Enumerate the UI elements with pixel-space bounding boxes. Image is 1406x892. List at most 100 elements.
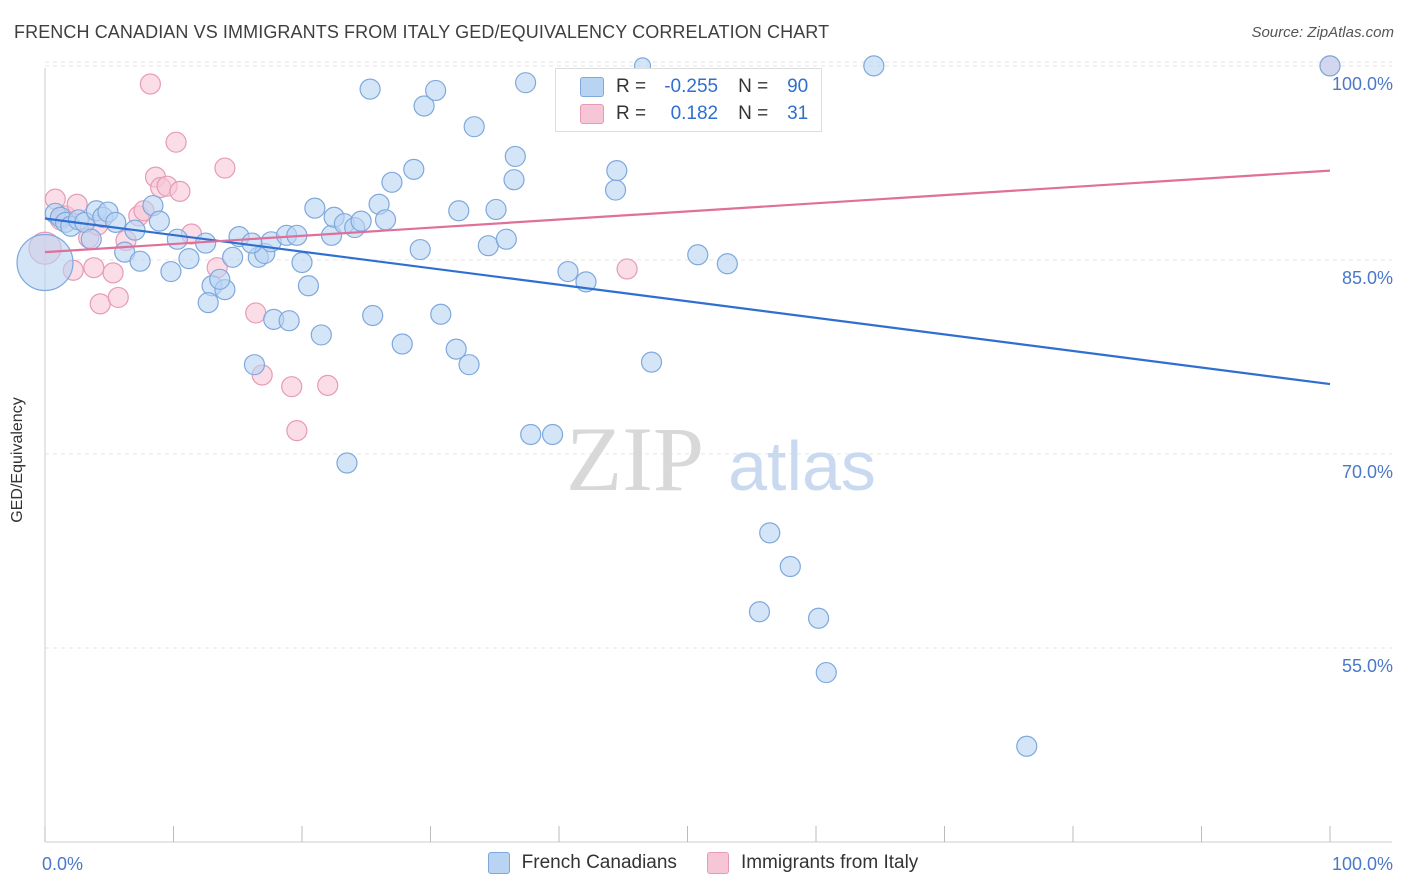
data-point xyxy=(139,73,161,95)
data-point xyxy=(291,251,313,274)
legend-item-french-canadians: French Canadians xyxy=(487,852,677,874)
data-point xyxy=(304,197,326,219)
data-point xyxy=(107,286,129,309)
data-point xyxy=(102,262,124,284)
data-point xyxy=(214,157,236,179)
legend-swatch-blue xyxy=(487,852,510,874)
chart-source: Source: ZipAtlas.com xyxy=(1251,24,1394,41)
data-point xyxy=(815,661,837,684)
data-point xyxy=(286,420,308,442)
legend-label-immigrants-from-italy: Immigrants from Italy xyxy=(740,852,919,873)
legend-n-value: 31 xyxy=(787,103,809,124)
data-point xyxy=(310,324,332,346)
legend-n-value: 90 xyxy=(787,76,809,97)
data-point xyxy=(807,607,830,629)
data-point xyxy=(336,452,358,474)
data-point xyxy=(222,246,244,268)
series-legend: French Canadians Immigrants from Italy xyxy=(0,852,1406,874)
data-point xyxy=(477,235,499,257)
series-french-canadians xyxy=(16,55,1341,757)
legend-row-french-canadians: R = -0.255 N = 90 xyxy=(580,75,808,99)
data-point xyxy=(391,333,413,355)
legend-row-immigrants-from-italy: R = 0.182 N = 31 xyxy=(580,102,808,126)
data-point xyxy=(278,310,300,332)
y-tick-label: 70.0% xyxy=(1342,462,1393,482)
data-point xyxy=(604,179,627,201)
data-point xyxy=(779,555,801,578)
data-point xyxy=(241,232,263,254)
data-point xyxy=(89,293,111,315)
data-point xyxy=(243,354,266,376)
data-point xyxy=(16,233,74,292)
legend-swatch-pink xyxy=(580,104,604,124)
legend-swatch-pink xyxy=(706,852,729,874)
watermark-zip: ZIP xyxy=(566,408,704,510)
data-point xyxy=(445,338,467,360)
data-point xyxy=(616,258,638,280)
data-point xyxy=(281,376,303,398)
data-point xyxy=(160,260,182,283)
data-point xyxy=(178,248,200,270)
data-point xyxy=(716,253,738,275)
legend-r-value: 0.182 xyxy=(670,103,719,124)
data-point xyxy=(514,72,537,94)
legend-n-label: N = xyxy=(738,103,769,124)
x-tick-label: 0.0% xyxy=(42,854,83,874)
data-point xyxy=(83,257,105,279)
legend-swatch-blue xyxy=(580,77,604,97)
data-point xyxy=(425,79,447,102)
legend-n-label: N = xyxy=(738,76,769,97)
data-point xyxy=(350,210,372,232)
data-point xyxy=(80,228,102,250)
data-point xyxy=(557,260,579,283)
data-point xyxy=(148,210,170,232)
data-point xyxy=(409,238,431,261)
data-point xyxy=(359,78,381,100)
y-tick-label: 85.0% xyxy=(1342,268,1393,288)
axes xyxy=(44,68,1392,843)
data-point xyxy=(520,423,542,446)
data-point xyxy=(166,228,188,250)
data-point xyxy=(1319,55,1341,77)
data-point xyxy=(197,291,219,314)
legend-r-label: R = xyxy=(616,103,647,124)
x-tick-label: 100.0% xyxy=(1332,854,1393,874)
gridlines xyxy=(45,61,1392,649)
data-point xyxy=(374,209,397,231)
data-point xyxy=(687,244,709,266)
data-point xyxy=(748,601,771,623)
data-point xyxy=(495,228,517,250)
data-point xyxy=(541,423,564,446)
data-point xyxy=(759,522,781,544)
data-point xyxy=(606,160,628,182)
data-point xyxy=(362,304,384,327)
stats-legend: R = -0.255 N = 90 R = 0.182 N = 31 xyxy=(555,68,822,132)
legend-r-value: -0.255 xyxy=(664,76,719,97)
data-point xyxy=(245,302,267,324)
data-point xyxy=(403,158,425,180)
data-point xyxy=(165,131,187,153)
data-point xyxy=(430,303,452,325)
data-point xyxy=(209,268,231,290)
y-tick-label: 100.0% xyxy=(1332,74,1393,94)
legend-label-french-canadians: French Canadians xyxy=(521,852,677,873)
data-point xyxy=(640,351,663,373)
legend-item-immigrants-from-italy: Immigrants from Italy xyxy=(706,852,919,874)
y-tick-label: 55.0% xyxy=(1342,656,1393,676)
data-point xyxy=(381,171,403,193)
trend-line xyxy=(44,169,1331,254)
data-point xyxy=(413,95,435,117)
trend-lines xyxy=(44,169,1331,386)
watermark-atlas: atlas xyxy=(728,427,876,505)
data-point xyxy=(863,55,885,77)
data-point xyxy=(317,374,339,396)
data-point xyxy=(503,169,525,191)
data-point xyxy=(504,145,526,168)
data-point xyxy=(297,275,320,297)
chart-title: FRENCH CANADIAN VS IMMIGRANTS FROM ITALY… xyxy=(14,22,830,42)
data-point xyxy=(458,354,480,376)
trend-line xyxy=(44,217,1331,386)
data-point xyxy=(1016,735,1038,757)
data-point xyxy=(129,250,151,272)
